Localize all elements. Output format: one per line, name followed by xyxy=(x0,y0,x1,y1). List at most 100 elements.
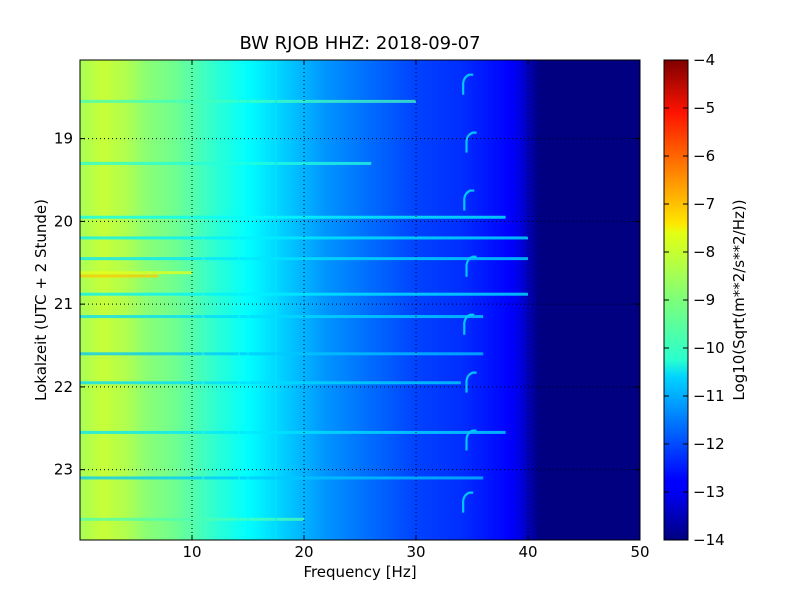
frequency-column xyxy=(449,60,453,540)
frequency-column xyxy=(407,60,411,540)
frequency-column xyxy=(570,60,574,540)
frequency-column xyxy=(581,60,585,540)
frequency-column xyxy=(584,60,588,540)
frequency-column xyxy=(491,60,495,540)
horizontal-band xyxy=(80,271,192,275)
tonal-event xyxy=(463,189,475,211)
frequency-column xyxy=(480,60,484,540)
frequency-column xyxy=(592,60,596,540)
frequency-column xyxy=(343,60,347,540)
tonal-event xyxy=(462,491,474,513)
frequency-column xyxy=(589,60,593,540)
frequency-column xyxy=(474,60,479,540)
frequency-column xyxy=(614,60,619,540)
frequency-column xyxy=(276,60,280,540)
colorbar-tick-label: −12 xyxy=(693,435,725,453)
spectrogram-background xyxy=(80,60,640,540)
frequency-column xyxy=(290,60,294,540)
frequency-column xyxy=(309,60,313,540)
frequency-column xyxy=(427,60,431,540)
frequency-column xyxy=(519,60,523,540)
frequency-column xyxy=(368,60,372,540)
vertical-spectral-line xyxy=(247,60,249,540)
frequency-column xyxy=(486,60,490,540)
colorbar-tick-label: −7 xyxy=(693,195,715,213)
frequency-column xyxy=(539,60,543,540)
frequency-column xyxy=(320,60,325,540)
frequency-column xyxy=(231,60,235,540)
frequency-column xyxy=(273,60,277,540)
frequency-column xyxy=(463,60,467,540)
colorbar-label: Log10(Sqrt(m**2/s**2/Hz)) xyxy=(730,199,748,400)
frequency-column xyxy=(138,60,143,540)
frequency-column xyxy=(572,60,577,540)
frequency-column xyxy=(494,60,498,540)
frequency-column xyxy=(525,60,529,540)
frequency-column xyxy=(497,60,501,540)
frequency-column xyxy=(113,60,117,540)
frequency-column xyxy=(312,60,316,540)
frequency-column xyxy=(332,60,336,540)
frequency-column xyxy=(85,60,89,540)
frequency-column xyxy=(306,60,311,540)
y-axis-label: Lokalzeit (UTC + 2 Stunde) xyxy=(32,199,50,401)
colorbar-tick-label: −11 xyxy=(693,387,725,405)
frequency-column xyxy=(385,60,389,540)
frequency-column xyxy=(166,60,171,540)
frequency-column xyxy=(606,60,610,540)
frequency-column xyxy=(362,60,367,540)
frequency-column xyxy=(334,60,339,540)
frequency-column xyxy=(256,60,260,540)
frequency-column xyxy=(598,60,602,540)
frequency-column xyxy=(222,60,227,540)
x-tick-label: 10 xyxy=(182,543,201,561)
frequency-column xyxy=(301,60,305,540)
frequency-column xyxy=(127,60,131,540)
frequency-column xyxy=(186,60,190,540)
frequency-column xyxy=(144,60,148,540)
frequency-column xyxy=(295,60,299,540)
frequency-column xyxy=(421,60,425,540)
x-tick-label: 50 xyxy=(630,543,649,561)
frequency-column xyxy=(96,60,101,540)
frequency-column xyxy=(318,60,322,540)
tonal-event xyxy=(465,371,477,393)
frequency-column xyxy=(432,60,437,540)
frequency-column xyxy=(169,60,173,540)
horizontal-band xyxy=(80,517,304,521)
horizontal-band xyxy=(80,476,484,480)
frequency-column xyxy=(183,60,187,540)
frequency-column xyxy=(416,60,420,540)
frequency-column xyxy=(351,60,355,540)
frequency-column xyxy=(292,60,297,540)
frequency-column xyxy=(483,60,487,540)
frequency-column xyxy=(469,60,473,540)
x-axis-label: Frequency [Hz] xyxy=(303,563,416,581)
frequency-column xyxy=(234,60,238,540)
frequency-column xyxy=(374,60,378,540)
frequency-column xyxy=(382,60,386,540)
frequency-column xyxy=(105,60,109,540)
x-tick-label: 30 xyxy=(406,543,425,561)
frequency-column xyxy=(270,60,274,540)
frequency-column xyxy=(438,60,442,540)
spectrogram-bands xyxy=(80,99,528,521)
frequency-column xyxy=(124,60,129,540)
frequency-column xyxy=(547,60,551,540)
tonal-event xyxy=(465,255,477,277)
frequency-column xyxy=(360,60,364,540)
horizontal-band xyxy=(80,430,506,434)
frequency-column xyxy=(323,60,327,540)
frequency-column xyxy=(248,60,252,540)
frequency-column xyxy=(99,60,103,540)
frequency-column xyxy=(441,60,445,540)
frequency-column xyxy=(357,60,361,540)
frequency-column xyxy=(326,60,330,540)
spectrogram-tonal-events xyxy=(462,73,477,513)
frequency-column xyxy=(217,60,221,540)
frequency-column xyxy=(603,60,607,540)
frequency-column xyxy=(522,60,526,540)
frequency-column xyxy=(225,60,229,540)
frequency-column xyxy=(348,60,353,540)
frequency-column xyxy=(413,60,417,540)
